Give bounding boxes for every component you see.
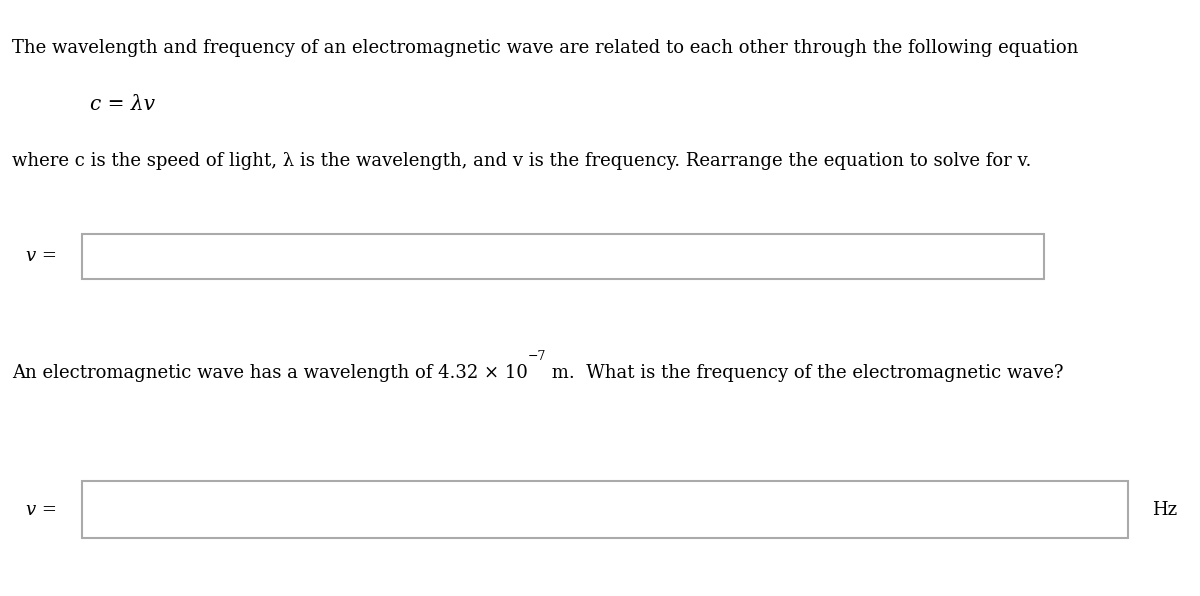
Text: m.  What is the frequency of the electromagnetic wave?: m. What is the frequency of the electrom…	[546, 364, 1063, 381]
Text: where c is the speed of light, λ is the wavelength, and v is the frequency. Rear: where c is the speed of light, λ is the …	[12, 152, 1031, 170]
FancyBboxPatch shape	[82, 234, 1044, 279]
Text: An electromagnetic wave has a wavelength of 4.32 × 10: An electromagnetic wave has a wavelength…	[12, 364, 528, 381]
Text: Hz: Hz	[1152, 501, 1177, 519]
Text: −7: −7	[528, 350, 546, 364]
FancyBboxPatch shape	[82, 482, 1128, 538]
Text: v =: v =	[26, 247, 58, 265]
Text: The wavelength and frequency of an electromagnetic wave are related to each othe: The wavelength and frequency of an elect…	[12, 39, 1079, 57]
Text: c = λv: c = λv	[90, 95, 155, 114]
Text: −7: −7	[528, 350, 546, 364]
Text: v =: v =	[26, 501, 58, 519]
